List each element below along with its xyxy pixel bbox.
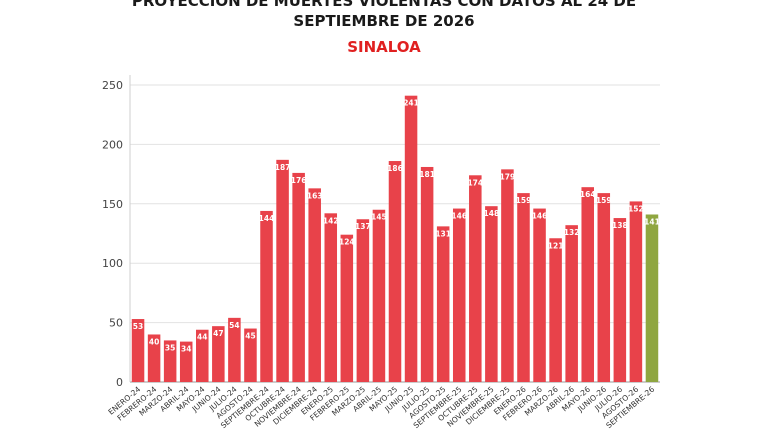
data-label: 121 <box>548 241 564 250</box>
bar <box>324 213 338 382</box>
bar <box>212 326 225 382</box>
y-tick-label: 250 <box>102 79 123 92</box>
data-label: 159 <box>596 196 612 205</box>
data-label: 174 <box>467 178 483 187</box>
y-tick-label: 100 <box>102 257 123 270</box>
y-tick-label: 150 <box>102 198 123 211</box>
bar <box>179 341 193 382</box>
data-label: 241 <box>403 99 419 108</box>
bar <box>485 206 498 382</box>
data-label: 53 <box>133 322 143 331</box>
bar <box>436 226 450 382</box>
bar <box>629 201 643 382</box>
data-label: 131 <box>435 229 451 238</box>
bar <box>420 166 434 382</box>
data-label: 142 <box>323 216 339 225</box>
data-label: 146 <box>532 212 548 221</box>
y-tick-label: 0 <box>116 376 123 389</box>
data-label: 47 <box>213 329 223 338</box>
data-label: 44 <box>197 333 207 342</box>
bar <box>260 210 273 382</box>
bar <box>533 208 546 382</box>
bar <box>147 334 161 382</box>
bar <box>388 161 402 382</box>
bar <box>163 340 177 382</box>
chart-subtitle: SINALOA <box>347 38 421 56</box>
data-label: 164 <box>580 190 596 199</box>
bar <box>131 319 145 382</box>
bars <box>131 95 659 382</box>
data-label: 35 <box>165 343 175 352</box>
y-tick-label: 50 <box>109 317 123 330</box>
data-label: 144 <box>259 214 275 223</box>
data-label: 141 <box>644 217 660 226</box>
bar <box>549 238 562 382</box>
data-label: 146 <box>451 212 467 221</box>
data-label: 186 <box>387 164 403 173</box>
bar <box>501 169 514 382</box>
bar <box>356 219 370 382</box>
bar <box>308 188 321 382</box>
chart-title-line-2: SEPTIEMBRE DE 2026 <box>293 12 475 30</box>
data-label: 179 <box>500 172 516 181</box>
y-tick-label: 200 <box>102 138 123 151</box>
data-label: 148 <box>484 209 500 218</box>
bar <box>244 328 257 382</box>
bar <box>517 193 530 382</box>
bar <box>372 209 386 382</box>
bar <box>581 187 594 382</box>
bar <box>228 317 241 382</box>
data-label: 181 <box>419 170 435 179</box>
data-label: 187 <box>275 163 291 172</box>
data-label: 40 <box>149 337 159 346</box>
x-axis: ENERO-24FEBRERO-24MARZO-24ABRIL-24MAYO-2… <box>107 385 657 431</box>
bar <box>452 208 466 382</box>
bar <box>597 193 611 382</box>
bar <box>276 159 289 382</box>
data-label: 124 <box>339 238 355 247</box>
data-label: 34 <box>181 345 191 354</box>
bar <box>292 172 305 382</box>
chart-title-line-1: PROYECCIÓN DE MUERTES VIOLENTAS CON DATO… <box>131 0 637 10</box>
bar <box>404 95 418 382</box>
bar <box>613 218 627 382</box>
data-label: 45 <box>245 332 255 341</box>
data-label: 145 <box>371 213 387 222</box>
bar <box>469 175 482 382</box>
bar <box>565 225 578 382</box>
data-label: 152 <box>628 204 644 213</box>
data-label: 137 <box>355 222 371 231</box>
data-label: 176 <box>291 176 307 185</box>
data-label: 163 <box>307 191 323 200</box>
data-label: 159 <box>516 196 532 205</box>
bar <box>645 214 659 382</box>
data-label: 54 <box>229 321 239 330</box>
bar <box>340 234 354 382</box>
bar <box>196 329 209 382</box>
data-label: 132 <box>564 228 580 237</box>
data-label: 138 <box>612 221 628 230</box>
y-axis: 0 50 100 150 200 250 <box>102 75 131 389</box>
